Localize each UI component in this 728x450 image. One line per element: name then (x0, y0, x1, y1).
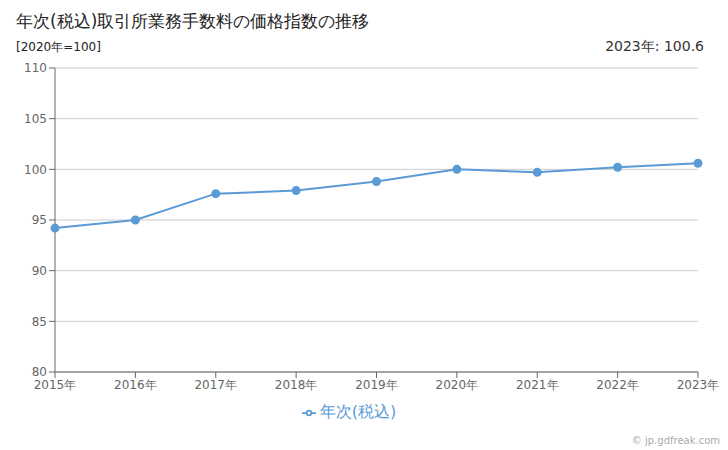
svg-text:80: 80 (32, 365, 47, 379)
html-text:© jp.gdfreak.com: © jp.gdfreak.com (631, 435, 720, 446)
svg-text:2015年: 2015年 (34, 378, 77, 392)
svg-text:2020年: 2020年 (436, 378, 479, 392)
svg-text:2022年: 2022年 (596, 378, 639, 392)
svg-text:2016年: 2016年 (114, 378, 157, 392)
svg-text:2021年: 2021年 (516, 378, 559, 392)
svg-text:85: 85 (32, 315, 47, 329)
svg-text:100: 100 (24, 163, 47, 177)
svg-text:2023年: 2023年 (677, 378, 720, 392)
svg-text:90: 90 (32, 264, 47, 278)
html-text:[2020年=100]: [2020年=100] (16, 39, 101, 54)
svg-text:105: 105 (24, 112, 47, 126)
html-text:年次(税込)取引所業務手数料の価格指数の推移: 年次(税込)取引所業務手数料の価格指数の推移 (16, 11, 370, 31)
svg-text:2018年: 2018年 (275, 378, 318, 392)
svg-text:2019年: 2019年 (355, 378, 398, 392)
svg-text:2017年: 2017年 (194, 378, 237, 392)
svg-text:95: 95 (32, 213, 47, 227)
html-text:2023年: 100.6: 2023年: 100.6 (605, 38, 704, 54)
svg-text:110: 110 (24, 61, 47, 75)
html-text:年次(税込): 年次(税込) (319, 402, 397, 421)
